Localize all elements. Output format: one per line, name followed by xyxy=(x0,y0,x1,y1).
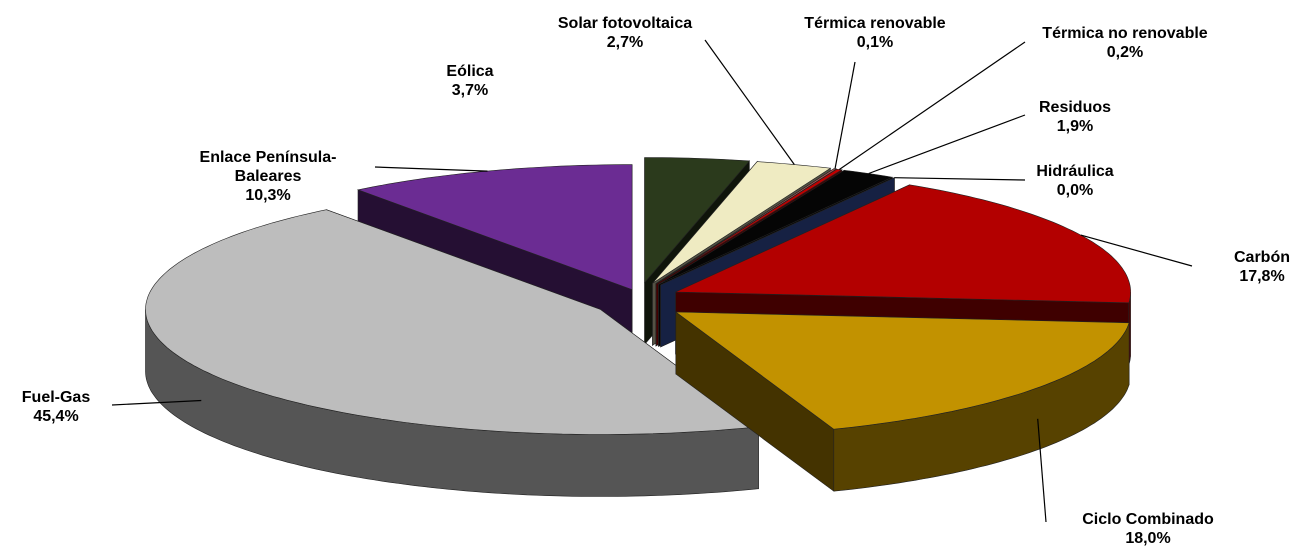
leader-line xyxy=(111,399,202,406)
slice-top xyxy=(356,164,633,291)
slice-value: 3,7% xyxy=(451,82,489,99)
slice-top xyxy=(652,161,832,284)
slice-value: 0,0% xyxy=(1056,182,1094,199)
slice xyxy=(145,209,760,497)
slice-name: Enlace Península-Baleares xyxy=(199,149,337,185)
slice-top xyxy=(644,157,751,284)
slice-label: Eólica 3,7% xyxy=(446,62,493,100)
slice-top xyxy=(674,311,1130,430)
leader-line xyxy=(868,114,1026,175)
slice xyxy=(674,311,1130,492)
slice-name: Eólica xyxy=(446,63,494,80)
slice-name: Ciclo Combinado xyxy=(1082,511,1214,528)
leader-line xyxy=(1037,418,1047,523)
slice-value: 10,3% xyxy=(245,187,291,204)
slice-value: 0,1% xyxy=(856,34,894,51)
slice-name: Carbón xyxy=(1234,249,1290,266)
leader-line xyxy=(374,166,488,172)
leader-line xyxy=(704,39,795,165)
slice-value: 17,8% xyxy=(1239,268,1285,285)
slice-value: 2,7% xyxy=(606,34,644,51)
leader-line xyxy=(1080,234,1193,267)
slice-value: 45,4% xyxy=(33,408,79,425)
slice-label: Térmica no renovable 0,2% xyxy=(1042,24,1207,62)
slice-label: Solar fotovoltaica 2,7% xyxy=(558,14,692,52)
slice-label: Térmica renovable 0,1% xyxy=(804,14,945,52)
slice-value: 0,2% xyxy=(1106,44,1144,61)
slice-label: Fuel-Gas 45,4% xyxy=(22,388,90,426)
leader-line xyxy=(838,41,1026,170)
leader-line xyxy=(834,61,856,170)
slice-label: Ciclo Combinado 18,0% xyxy=(1082,510,1214,548)
leader-line xyxy=(894,177,1026,181)
slice-name: Hidráulica xyxy=(1036,163,1114,180)
slice-name: Térmica renovable xyxy=(804,15,946,32)
slice-label: Residuos 1,9% xyxy=(1039,98,1111,136)
slice-value: 1,9% xyxy=(1056,118,1094,135)
slice-label: Carbón 17,8% xyxy=(1234,248,1290,286)
slice-top xyxy=(145,209,760,435)
slice-value: 18,0% xyxy=(1125,530,1171,547)
slice-name: Fuel-Gas xyxy=(21,389,91,406)
slice-label: Hidráulica 0,0% xyxy=(1036,162,1113,200)
slice-label: Enlace Península-Baleares 10,3% xyxy=(183,148,353,205)
slice-name: Residuos xyxy=(1038,99,1112,116)
slice-name: Térmica no renovable xyxy=(1042,25,1208,42)
slice-name: Solar fotovoltaica xyxy=(557,15,693,32)
